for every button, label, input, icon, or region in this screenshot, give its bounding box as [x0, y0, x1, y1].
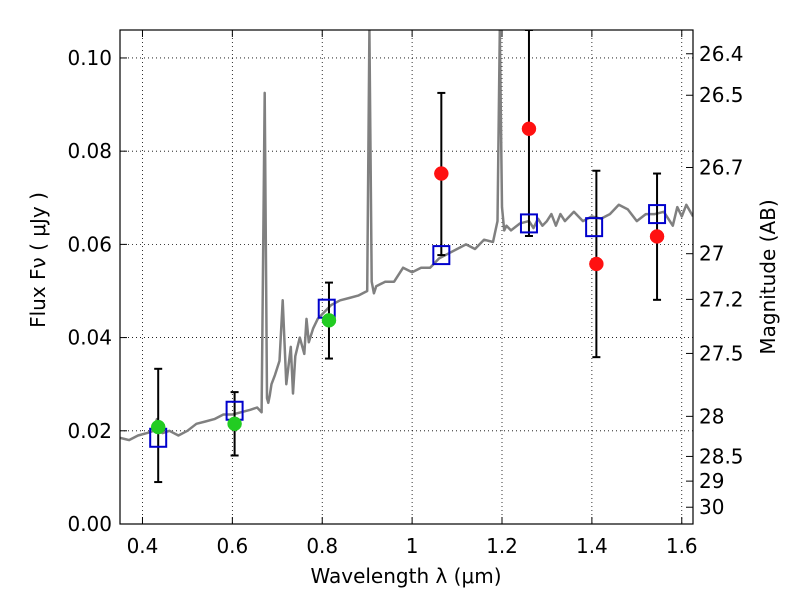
- plot-series: [120, 30, 693, 484]
- y-tick-label: 0.02: [67, 419, 112, 443]
- x-tick-label: 1.6: [666, 534, 698, 558]
- right-axis-title: Magnitude (AB): [756, 199, 780, 354]
- right-tick-label: 26.4: [699, 42, 744, 66]
- y-tick-label: 0.06: [67, 232, 112, 256]
- nir-point: [434, 166, 449, 181]
- model-photometry-square: [648, 204, 667, 225]
- right-tick-label: 27.5: [699, 341, 744, 365]
- optical-point: [150, 419, 166, 435]
- x-axis-title: Wavelength λ (μm): [310, 564, 501, 588]
- right-tick-label: 26.7: [699, 155, 744, 179]
- right-tick-label: 30: [699, 495, 724, 519]
- y-axis-title: Flux Fν ( μJy ): [26, 192, 50, 328]
- right-tick-label: 28: [699, 404, 724, 428]
- right-tick-label: 26.5: [699, 83, 744, 107]
- right-tick-label: 28.5: [699, 444, 744, 468]
- x-tick-label: 1.2: [486, 534, 518, 558]
- x-tick-label: 0.6: [216, 534, 248, 558]
- plot-frame: [119, 29, 694, 525]
- x-tick-label: 0.4: [127, 534, 159, 558]
- y-tick-label: 0.10: [67, 46, 112, 70]
- model-photometry-square: [585, 217, 604, 238]
- nir-point: [649, 229, 665, 244]
- y-tick-label: 0.00: [67, 512, 112, 536]
- model-photometry-square: [432, 245, 451, 266]
- spectrum-line: [120, 30, 693, 442]
- clipped-series: [120, 30, 693, 484]
- nir-point: [589, 256, 604, 272]
- y-tick-label: 0.04: [67, 326, 112, 350]
- right-tick-label: 29: [699, 469, 724, 493]
- nir-point: [521, 121, 537, 137]
- axis-ticks: 0.4 0.6 0.8 1 1.2 1.4 1.6 0.00 0.02 0.04 0.06 0.08 0…: [67, 30, 744, 558]
- right-tick-label: 27.2: [699, 287, 744, 311]
- x-tick-label: 1.4: [576, 534, 608, 558]
- right-tick-label: 27: [699, 242, 724, 266]
- model-photometry-square: [519, 213, 538, 234]
- x-tick-label: 0.8: [306, 534, 338, 558]
- y-tick-label: 0.08: [67, 139, 112, 163]
- optical-point: [227, 416, 242, 432]
- grid-lines: [120, 30, 693, 525]
- x-tick-label: 1: [406, 534, 419, 558]
- optical-point: [321, 313, 337, 328]
